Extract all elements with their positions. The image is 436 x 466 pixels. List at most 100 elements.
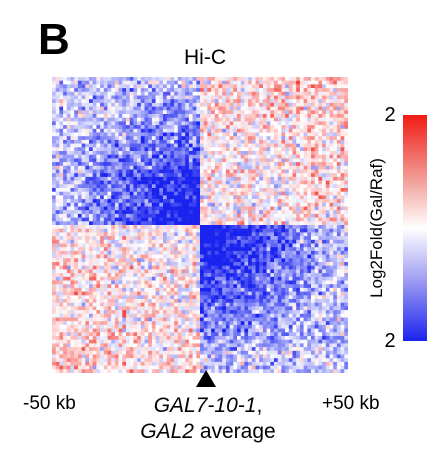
heatmap-cell xyxy=(344,202,348,207)
heatmap-cell xyxy=(344,225,348,229)
heatmap-cell xyxy=(307,143,312,148)
heatmap-cell xyxy=(66,236,71,241)
heatmap-cell xyxy=(325,269,330,274)
heatmap-cell xyxy=(322,162,327,167)
heatmap-cell xyxy=(222,121,227,126)
heatmap-cell xyxy=(74,99,79,104)
heatmap-cell xyxy=(89,147,93,152)
heatmap-cell xyxy=(285,88,290,93)
heatmap-cell xyxy=(159,269,164,274)
heatmap-cell xyxy=(218,117,223,122)
heatmap-cell xyxy=(207,291,212,296)
heatmap-cell xyxy=(196,262,201,266)
heatmap-cell xyxy=(55,221,60,226)
heatmap-cell xyxy=(70,165,75,170)
heatmap-cell xyxy=(170,169,175,174)
heatmap-cell xyxy=(107,269,112,274)
heatmap-cell xyxy=(196,217,201,222)
heatmap-cell xyxy=(52,213,56,218)
heatmap-cell xyxy=(89,210,93,215)
heatmap-cell xyxy=(251,128,256,133)
heatmap-cell xyxy=(103,306,108,311)
heatmap-cell xyxy=(292,258,297,263)
heatmap-cell xyxy=(122,162,127,167)
heatmap-cell xyxy=(240,191,245,196)
heatmap-cell xyxy=(151,210,156,215)
heatmap-cell xyxy=(170,80,175,85)
heatmap-cell xyxy=(222,110,227,115)
heatmap-cell xyxy=(222,162,227,167)
heatmap-cell xyxy=(255,136,260,141)
heatmap-cell xyxy=(185,239,190,244)
heatmap-cell xyxy=(222,213,227,218)
heatmap-cell xyxy=(311,132,315,137)
heatmap-cell xyxy=(274,173,278,178)
heatmap-cell xyxy=(77,199,82,204)
heatmap-cell xyxy=(196,158,201,163)
heatmap-cell xyxy=(185,102,190,107)
heatmap-cell xyxy=(299,110,304,115)
heatmap-cell xyxy=(188,147,193,152)
heatmap-cell xyxy=(340,110,345,115)
heatmap-cell xyxy=(211,295,216,300)
heatmap-cell xyxy=(311,139,315,144)
heatmap-cell xyxy=(177,80,182,85)
heatmap-cell xyxy=(288,258,293,263)
heatmap-cell xyxy=(185,106,190,111)
heatmap-cell xyxy=(325,202,330,207)
heatmap-cell xyxy=(207,158,212,163)
heatmap-cell xyxy=(318,80,323,85)
heatmap-cell xyxy=(244,125,249,130)
heatmap-cell xyxy=(66,291,71,296)
heatmap-cell xyxy=(133,287,138,292)
heatmap-cell xyxy=(244,191,249,196)
heatmap-cell xyxy=(322,91,327,96)
heatmap-cell xyxy=(322,199,327,204)
heatmap-cell xyxy=(336,217,341,222)
heatmap-cell xyxy=(137,299,142,303)
heatmap-cell xyxy=(240,265,245,270)
heatmap-cell xyxy=(70,243,75,248)
heatmap-cell xyxy=(266,228,271,233)
heatmap-cell xyxy=(52,151,56,155)
heatmap-cell xyxy=(155,158,160,163)
heatmap-cell xyxy=(296,132,301,137)
heatmap-cell xyxy=(244,84,249,89)
heatmap-cell xyxy=(218,243,223,248)
heatmap-cell xyxy=(89,295,93,300)
heatmap-cell xyxy=(240,273,245,278)
heatmap-cell xyxy=(129,106,134,111)
heatmap-cell xyxy=(277,151,282,155)
heatmap-cell xyxy=(237,287,241,292)
heatmap-cell xyxy=(196,77,201,81)
heatmap-cell xyxy=(107,80,112,85)
heatmap-cell xyxy=(196,147,201,152)
heatmap-cell xyxy=(281,254,286,259)
heatmap-cell xyxy=(166,158,171,163)
heatmap-cell xyxy=(174,169,179,174)
heatmap-cell xyxy=(55,84,60,89)
heatmap-cell xyxy=(137,102,142,107)
heatmap-cell xyxy=(85,225,90,229)
heatmap-cell xyxy=(55,132,60,137)
heatmap-cell xyxy=(329,228,334,233)
heatmap-cell xyxy=(292,121,297,126)
hic-heatmap xyxy=(52,77,348,373)
heatmap-cell xyxy=(329,213,334,218)
heatmap-cell xyxy=(59,269,64,274)
heatmap-cell xyxy=(333,291,338,296)
heatmap-cell xyxy=(222,176,227,181)
heatmap-cell xyxy=(59,202,64,207)
heatmap-cell xyxy=(55,250,60,255)
heatmap-cell xyxy=(344,228,348,233)
heatmap-cell xyxy=(211,176,216,181)
heatmap-cell xyxy=(255,302,260,307)
heatmap-cell xyxy=(225,284,230,289)
heatmap-cell xyxy=(262,287,267,292)
heatmap-cell xyxy=(244,188,249,192)
heatmap-cell xyxy=(200,254,204,259)
heatmap-cell xyxy=(122,158,127,163)
heatmap-cell xyxy=(274,139,278,144)
heatmap-cell xyxy=(222,125,227,130)
heatmap-cell xyxy=(336,232,341,237)
